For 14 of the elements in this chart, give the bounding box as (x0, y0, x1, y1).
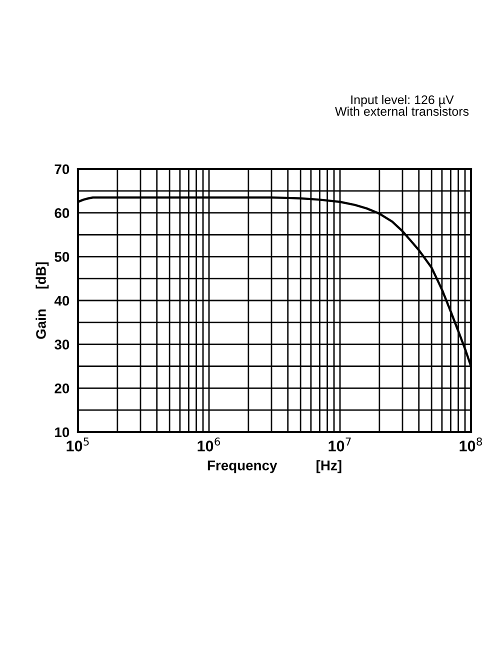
x-tick-label: 10$^{5}$ (66, 438, 89, 452)
text: Input level: 126 µV With external transistors (335, 95, 469, 116)
y-tick-label: 40 (54, 296, 70, 306)
y-tick-label: 50 (54, 252, 70, 262)
y-axis-title: Gain [dB] (36, 262, 49, 339)
y-tick-label: 60 (54, 208, 70, 218)
y-tick-label: 70 (54, 164, 70, 174)
y-tick-label: 20 (54, 384, 70, 394)
x-tick-label: 10$^{6}$ (198, 438, 220, 452)
x-axis-title: Frequency [Hz] (208, 460, 342, 474)
x-tick-label: 10$^{8}$ (460, 438, 482, 452)
y-tick-label: 10 (55, 427, 70, 438)
y-tick-label: 30 (54, 340, 70, 350)
x-tick-label: 10$^{7}$ (328, 438, 351, 452)
